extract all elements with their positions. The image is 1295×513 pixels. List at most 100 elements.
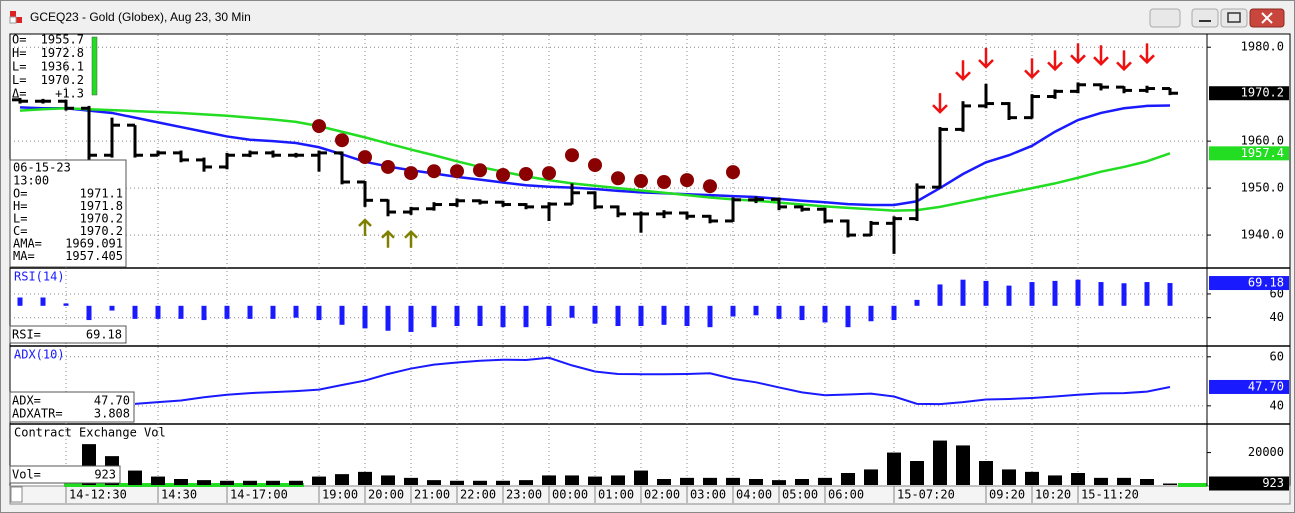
time-axis <box>9 485 1291 505</box>
bar <box>197 480 211 485</box>
bar <box>427 480 441 485</box>
readout-value: 1957.405 <box>65 249 123 263</box>
bar <box>312 476 326 485</box>
bar <box>1006 285 1012 306</box>
y-tick-label: 1960.0 <box>1241 134 1284 148</box>
last-value-marker <box>1209 476 1289 491</box>
bar <box>569 305 575 318</box>
bar <box>247 305 253 319</box>
bar <box>933 440 947 485</box>
bar <box>404 477 418 485</box>
bar <box>40 297 46 306</box>
chart-area <box>9 33 1291 487</box>
bar <box>1117 477 1131 485</box>
bar <box>358 471 372 485</box>
bar <box>542 475 556 485</box>
panel-title: ADX(10) <box>14 348 65 362</box>
readout-value: 1970.2 <box>80 212 123 226</box>
bar <box>611 475 625 485</box>
panel-title: RSI(14) <box>14 270 65 284</box>
readout-key: AMA= <box>13 237 42 251</box>
restore-button[interactable] <box>1220 8 1248 28</box>
bar <box>155 305 161 319</box>
bar <box>638 305 644 326</box>
readout-value: 923 <box>94 468 116 482</box>
bar <box>1002 469 1016 485</box>
bar <box>960 279 966 306</box>
bar <box>1163 483 1177 485</box>
readout-key: O= <box>12 33 26 47</box>
bar <box>63 303 69 306</box>
bar <box>519 480 533 485</box>
readout-value: 1970.2 <box>80 224 123 238</box>
bar <box>132 305 138 319</box>
last-value-marker <box>1209 146 1289 161</box>
bar <box>845 305 851 328</box>
x-tick-label: 22:00 <box>460 488 496 502</box>
x-tick-label: 04:00 <box>736 488 772 502</box>
sell-arrow <box>955 60 971 81</box>
restore-icon <box>1227 12 1241 23</box>
bar <box>335 474 349 485</box>
signal-dot <box>358 150 372 165</box>
bar <box>707 305 713 328</box>
bar <box>1140 479 1154 485</box>
x-tick-label: 03:00 <box>690 488 726 502</box>
signal-dot <box>680 173 694 188</box>
bar <box>174 479 188 485</box>
bar <box>799 305 805 321</box>
x-tick-label: 23:00 <box>506 488 542 502</box>
bar <box>220 480 234 485</box>
readout-box <box>9 325 127 344</box>
indicator-line <box>134 356 1171 406</box>
bar <box>822 305 828 323</box>
signal-dot <box>427 164 441 179</box>
bar <box>891 305 897 321</box>
scroll-thumb[interactable] <box>10 486 23 503</box>
bar <box>565 475 579 485</box>
bar <box>385 305 391 331</box>
moving-average-line <box>19 104 1171 207</box>
readout-value: 1971.8 <box>80 199 123 213</box>
bar <box>680 477 694 485</box>
readout-box <box>9 391 135 423</box>
bar <box>500 305 506 328</box>
bar <box>450 480 464 485</box>
bar <box>546 305 552 326</box>
readout-value: 1972.8 <box>41 46 84 60</box>
close-icon <box>1261 12 1273 24</box>
sell-arrow <box>1116 50 1132 72</box>
bar <box>956 445 970 485</box>
bar <box>864 469 878 485</box>
bar <box>477 305 483 326</box>
link-button[interactable] <box>1149 8 1181 28</box>
signal-dot <box>381 159 395 174</box>
bar <box>868 305 874 322</box>
readout-key: RSI= <box>12 328 41 342</box>
bar <box>1029 282 1035 306</box>
bar <box>979 461 993 485</box>
bar <box>1094 477 1108 485</box>
tick-indicator <box>91 36 98 96</box>
bar <box>983 280 989 306</box>
moving-average-line <box>19 107 1171 212</box>
readout-value: 1969.091 <box>65 237 123 251</box>
bar <box>473 480 487 485</box>
info-time: 13:00 <box>13 174 49 188</box>
bar <box>1121 283 1127 306</box>
minimize-button[interactable] <box>1191 8 1219 28</box>
readout-value: 1936.1 <box>41 60 84 74</box>
readout-key: MA= <box>13 249 35 263</box>
bar <box>408 305 414 332</box>
bar <box>266 480 280 485</box>
y-tick-label: 20000 <box>1248 445 1284 459</box>
x-tick-label: 15-11:20 <box>1081 488 1139 502</box>
readout-key: L= <box>13 212 27 226</box>
last-value-label: 1970.2 <box>1241 86 1284 100</box>
signal-dot <box>726 165 740 180</box>
signal-dot <box>312 119 326 134</box>
y-tick-label: 40 <box>1270 398 1284 412</box>
signal-dot <box>473 163 487 178</box>
bar <box>634 470 648 485</box>
x-tick-label: 09:20 <box>989 488 1025 502</box>
